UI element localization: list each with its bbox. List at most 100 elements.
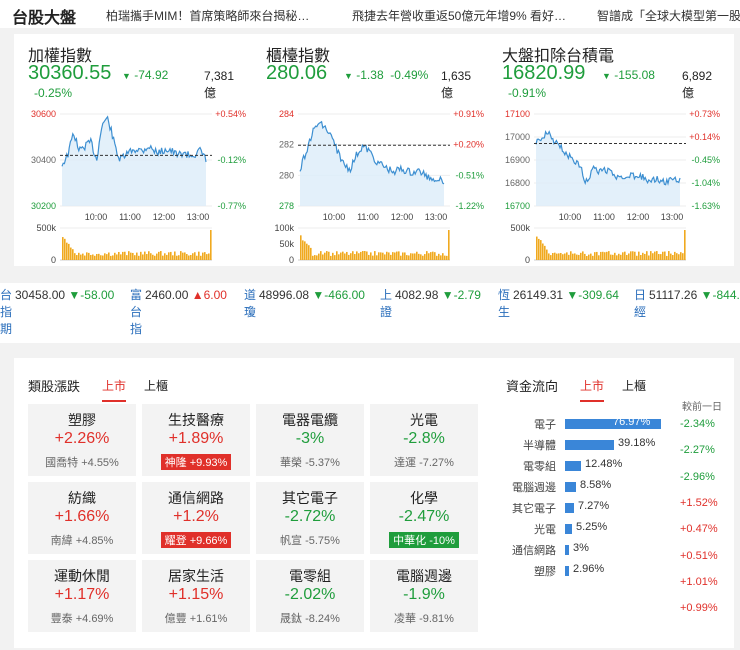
pct-tick-label: -1.22% <box>455 201 484 211</box>
index-card-otc[interactable]: 櫃檯指數 280.06 ▼ -1.38 -0.49% 1,635 億 284 +0… <box>254 34 484 266</box>
time-tick-label: 11:00 <box>119 212 141 222</box>
ticker-quote: 26149.31 ▼-309.64 <box>513 287 619 304</box>
sector-cell[interactable]: 生技醫療 +1.89% 神隆 +9.93% <box>142 404 250 476</box>
volume-bar <box>186 254 188 260</box>
flow-sector-name: 塑膠 <box>534 566 556 578</box>
sector-cell[interactable]: 通信網路 +1.2% 耀登 +9.66% <box>142 482 250 554</box>
volume-bar <box>118 251 120 260</box>
volume-bar <box>200 255 202 260</box>
volume-bar <box>184 252 186 260</box>
sector-pct: +2.26% <box>54 430 110 447</box>
top-stock-name: 國喬特 <box>45 457 79 469</box>
price-line <box>61 115 207 167</box>
volume-bar <box>386 251 388 260</box>
sector-top-stock: 豐泰 +4.69% <box>28 610 136 626</box>
index-value: 280.06 <box>266 62 328 84</box>
top-stock-pct: -5.37% <box>305 457 340 469</box>
tab-otc[interactable]: 上櫃 <box>144 379 169 393</box>
sector-cell[interactable]: 運動休閒 +1.17% 豐泰 +4.69% <box>28 560 136 632</box>
top-stock-name: 華榮 <box>280 457 303 469</box>
tab-listed[interactable]: 上市 <box>102 377 127 402</box>
ticker-value: 26149.31 <box>513 288 564 302</box>
volume-bar <box>410 253 412 260</box>
volume-bar <box>572 253 574 260</box>
index-pct: -0.49% <box>390 68 429 82</box>
sector-name: 化學 <box>410 490 438 506</box>
volume-bar <box>154 255 156 260</box>
volume-bar <box>612 254 614 260</box>
ticker-quote: 2460.00 ▲6.00 <box>145 287 227 304</box>
index-change-value: -1.38 <box>356 68 384 82</box>
intraday-chart[interactable]: 17100 +0.73% 17000 +0.14% 16900 -0.45% 16800 -1… <box>490 102 722 266</box>
volume-bar <box>308 245 310 260</box>
sector-name: 電零組 <box>289 568 331 584</box>
volume-bar <box>666 255 668 260</box>
volume-bar <box>592 255 594 260</box>
volume-bar <box>656 251 658 260</box>
volume-bar <box>330 255 332 260</box>
volume-bar <box>124 251 126 260</box>
volume-max-label: 500k <box>510 223 530 233</box>
volume-bar <box>188 255 190 260</box>
sector-cell[interactable]: 電器電纜 -3% 華榮 -5.37% <box>256 404 364 476</box>
volume-bar <box>372 255 374 260</box>
volume-bar <box>404 252 406 260</box>
flow-bar <box>565 545 569 555</box>
ticker-name[interactable]: 上證 <box>380 288 393 319</box>
volume-number: 1,635 <box>441 69 472 83</box>
index-change-value: -74.92 <box>134 68 169 82</box>
sector-cell[interactable]: 居家生活 +1.15% 億豐 +1.61% <box>142 560 250 632</box>
index-card-taiex[interactable]: 加權指數 30360.55 ▼ -74.92 -0.25% 7,381 億 306… <box>16 34 246 266</box>
news-link[interactable]: 智譜成「全球大模型第一股 <box>597 9 740 23</box>
top-stock-name: 帆宣 <box>280 535 303 547</box>
ticker-name[interactable]: 富台指 <box>130 288 143 336</box>
news-link[interactable]: 飛捷去年營收重返50億元年增9% 看好… <box>352 9 567 23</box>
index-panel: 加權指數 30360.55 ▼ -74.92 -0.25% 7,381 億 306… <box>14 34 734 266</box>
volume-bar <box>70 247 72 260</box>
flow-sector-name: 其它電子 <box>512 503 556 515</box>
sector-name: 電器電纜 <box>282 412 338 428</box>
ticker-name[interactable]: 台指期 <box>0 288 13 336</box>
sector-cell[interactable]: 光電 -2.8% 達運 -7.27% <box>370 404 478 476</box>
ticker-name[interactable]: 日經 <box>634 288 647 319</box>
volume-bar <box>676 253 678 260</box>
volume-bar <box>614 252 616 260</box>
news-link[interactable]: 柏瑞攜手MIM！首席策略師來台揭秘… <box>106 9 310 23</box>
volume-bar <box>374 251 376 260</box>
top-stock-pct: +4.55% <box>81 457 119 469</box>
sector-cell[interactable]: 其它電子 -2.72% 帆宣 -5.75% <box>256 482 364 554</box>
sector-pct: +1.89% <box>168 430 224 447</box>
intraday-chart[interactable]: 30600 +0.54% 30400 -0.12% 30200 -0.77% 10:00 11… <box>16 102 248 266</box>
volume-bar <box>578 254 580 260</box>
volume-bar <box>664 251 666 260</box>
sector-cell[interactable]: 化學 -2.47% 中華化 -10% <box>370 482 478 554</box>
tab-flow-listed[interactable]: 上市 <box>580 377 605 402</box>
sector-cell[interactable]: 紡織 +1.66% 南緯 +4.85% <box>28 482 136 554</box>
volume-bar <box>92 254 94 260</box>
y-tick-label: 30600 <box>31 109 56 119</box>
index-card-ex-tsmc[interactable]: 大盤扣除台積電 16820.99 ▼ -155.08 -0.91% 6,892 億… <box>490 34 720 266</box>
volume-bar <box>546 249 548 260</box>
volume-bar <box>80 254 82 260</box>
ticker-name[interactable]: 道瓊 <box>244 288 257 319</box>
volume-bar <box>662 251 664 260</box>
sector-pct: -1.9% <box>403 586 445 603</box>
sector-cell[interactable]: 塑膠 +2.26% 國喬特 +4.55% <box>28 404 136 476</box>
volume-bar <box>650 251 652 260</box>
volume-bar <box>342 251 344 260</box>
intraday-chart[interactable]: 284 +0.91% 282 +0.20% 280 -0.51% 278 -1.22% 10:0… <box>254 102 486 266</box>
sector-cell[interactable]: 電腦週邊 -1.9% 凌華 -9.81% <box>370 560 478 632</box>
volume-bar <box>558 253 560 260</box>
volume-bar <box>574 253 576 260</box>
sector-top-stock: 南緯 +4.85% <box>28 532 136 548</box>
volume-bar <box>680 252 682 260</box>
ticker-name[interactable]: 恆生 <box>498 288 511 319</box>
tab-flow-otc[interactable]: 上櫃 <box>622 379 647 393</box>
sector-cell[interactable]: 電零組 -2.02% 晟鈦 -8.24% <box>256 560 364 632</box>
index-name: 櫃檯指數 <box>266 48 331 65</box>
down-triangle-icon: ▼ <box>122 71 131 81</box>
flow-title: 資金流向 <box>506 379 559 394</box>
page-title: 台股大盤 <box>12 10 77 27</box>
volume-bar <box>684 230 686 260</box>
y-tick-label: 16900 <box>505 155 530 165</box>
